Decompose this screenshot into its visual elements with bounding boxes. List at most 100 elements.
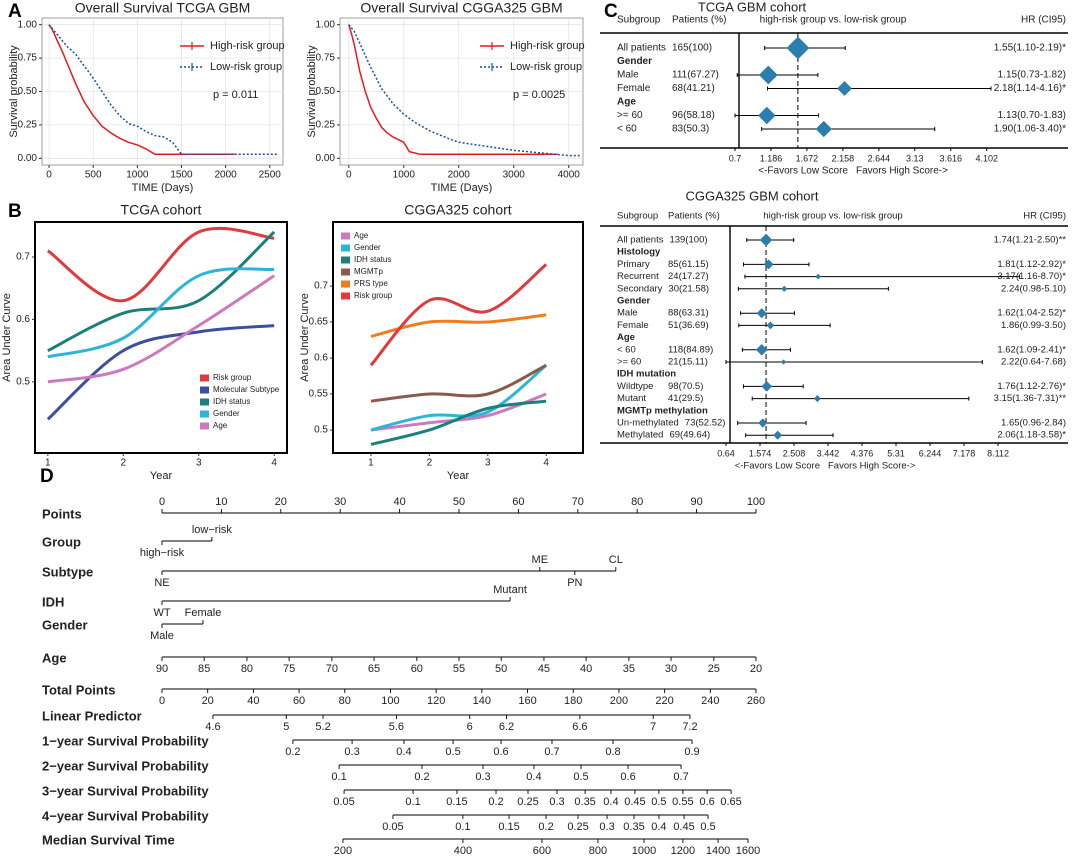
- panel-label: A: [8, 1, 22, 22]
- row-tick-label: 0.5: [445, 746, 460, 758]
- hr-diamond: [755, 344, 768, 356]
- row-tick-label: 0.3: [475, 771, 490, 783]
- row-tick-label: 0.9: [684, 746, 699, 758]
- row-tick-label: 70: [326, 663, 338, 675]
- series-line: [348, 24, 580, 157]
- column-header: Patients (%): [668, 211, 720, 222]
- row-label: >= 60: [617, 357, 641, 368]
- row-tick-label: Mutant: [493, 584, 527, 596]
- row-tick-label: 40: [247, 695, 259, 707]
- row-tick-label: Female: [185, 607, 222, 619]
- patients: 98(70.5): [668, 381, 703, 392]
- row-tick-label: 0.3: [549, 796, 564, 808]
- row-tick-label: 1000: [632, 845, 656, 857]
- row-tick-label: 0.4: [396, 746, 411, 758]
- hr-diamond: [837, 81, 852, 96]
- x-tick-label: 4.102: [975, 153, 998, 163]
- row-tick-label: 240: [701, 695, 719, 707]
- legend-swatch: [341, 256, 350, 264]
- hr-diamond: [756, 308, 767, 319]
- row-tick-label: 30: [665, 663, 677, 675]
- patients: 51(36.69): [668, 320, 709, 331]
- hr-diamond: [815, 273, 821, 280]
- row-name: 1−year Survival Probability: [42, 733, 209, 748]
- row-tick-label: 0.15: [446, 796, 467, 808]
- series-line: [370, 363, 547, 403]
- plot-frame: [34, 221, 288, 454]
- row-name: Total Points: [42, 682, 115, 697]
- row-tick-label: 0.45: [673, 821, 694, 833]
- y-tick-label: 0.6: [16, 314, 30, 325]
- row-tick-label: 0.2: [285, 746, 300, 758]
- y-tick-label: 1.00: [316, 19, 336, 30]
- row-label: Female: [617, 83, 651, 94]
- hr-diamond: [758, 418, 768, 428]
- column-header: Subgroup: [617, 15, 661, 26]
- legend-swatch: [200, 386, 209, 394]
- row-name: IDH: [42, 594, 64, 609]
- y-tick-label: 0.5: [314, 425, 328, 436]
- row-tick-label: 80: [631, 496, 643, 508]
- legend-label: Low-risk group: [510, 61, 582, 73]
- x-tick-label: 1.672: [796, 153, 819, 163]
- row-name: Subtype: [42, 564, 93, 579]
- patients: 24(17.27): [668, 271, 709, 282]
- x-tick-label: 1.186: [760, 153, 783, 163]
- y-tick-label: 0.50: [316, 86, 336, 97]
- row-tick-label: 0.55: [672, 796, 693, 808]
- y-tick-label: 0.00: [316, 153, 336, 164]
- row-tick-label: 80: [241, 663, 253, 675]
- hr-label: 2.06(1.18-3.58)*: [997, 430, 1066, 441]
- legend-label: Age: [213, 421, 228, 430]
- x-tick-label: 6.244: [919, 448, 942, 458]
- row-tick-label: 6.6: [572, 721, 587, 733]
- hr-diamond: [758, 65, 778, 85]
- x-axis-label: TIME (Days): [431, 182, 493, 194]
- hr-diamond: [758, 106, 776, 125]
- row-tick-label: 140: [473, 695, 491, 707]
- legend-label: High-risk group: [210, 40, 285, 52]
- y-axis-label: Survival probability: [306, 45, 318, 138]
- row-tick-label: 25: [708, 663, 720, 675]
- row-tick-label: 40: [393, 496, 405, 508]
- y-tick-label: 0.50: [18, 86, 38, 97]
- row-tick-label: WT: [153, 607, 170, 619]
- row-tick-label: 35: [623, 663, 635, 675]
- row-tick-label: 5.6: [389, 721, 404, 733]
- row-tick-label: 0.1: [331, 771, 346, 783]
- row-tick-label: 0.35: [623, 821, 644, 833]
- hr-diamond: [781, 285, 788, 292]
- y-axis-label: Area Under Curve: [1, 293, 13, 382]
- row-tick-label: 90: [690, 496, 702, 508]
- series-line: [48, 24, 279, 156]
- x-tick-label: 2.508: [783, 448, 806, 458]
- row-tick-label: 180: [564, 695, 582, 707]
- patients: 85(61.15): [668, 259, 709, 270]
- panel-label: B: [8, 201, 22, 222]
- row-tick-label: 1600: [736, 845, 760, 857]
- row-tick-label: 100: [381, 695, 399, 707]
- row-tick-label: 100: [747, 496, 765, 508]
- patients: 69(49.64): [669, 430, 710, 441]
- row-name: Age: [42, 650, 67, 665]
- row-tick-label: 0.6: [699, 796, 714, 808]
- row-name: Median Survival Time: [42, 832, 175, 847]
- row-tick-label: NE: [154, 577, 169, 589]
- hr-diamond: [766, 321, 775, 330]
- patients: 30(21.58): [668, 283, 709, 294]
- x-tick-label: 3: [196, 458, 202, 469]
- row-tick-label: 45: [538, 663, 550, 675]
- row-tick-label: 0.5: [700, 821, 715, 833]
- hr-diamond: [813, 395, 821, 403]
- row-tick-label: 60: [411, 663, 423, 675]
- y-tick-label: 0.75: [316, 53, 336, 64]
- row-tick-label: 0.3: [599, 821, 614, 833]
- row-label: < 60: [617, 344, 636, 355]
- row-tick-label: 0.35: [574, 796, 595, 808]
- row-tick-label: 75: [283, 663, 295, 675]
- row-tick-label: 400: [454, 845, 472, 857]
- row-tick-label: 0.7: [544, 746, 559, 758]
- row-tick-label: 10: [215, 496, 227, 508]
- x-tick-label: 1: [45, 458, 51, 469]
- row-tick-label: 200: [610, 695, 628, 707]
